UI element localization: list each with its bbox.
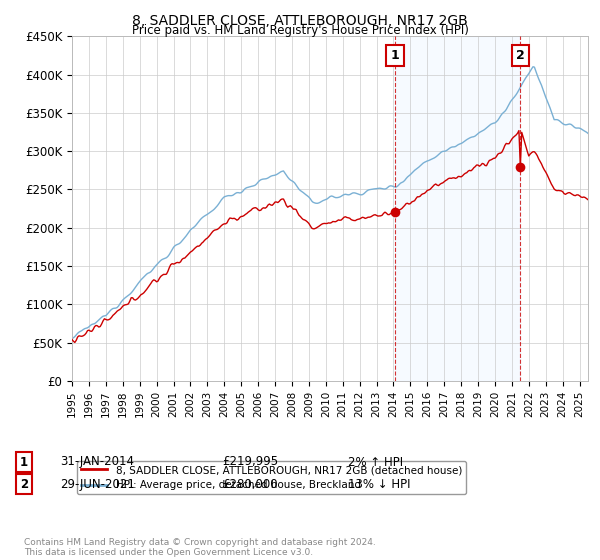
Text: 2: 2 [20,478,28,491]
Text: 8, SADDLER CLOSE, ATTLEBOROUGH, NR17 2GB: 8, SADDLER CLOSE, ATTLEBOROUGH, NR17 2GB [132,14,468,28]
Text: 2% ↑ HPI: 2% ↑ HPI [348,455,403,469]
Text: £280,000: £280,000 [222,478,278,491]
Text: Price paid vs. HM Land Registry's House Price Index (HPI): Price paid vs. HM Land Registry's House … [131,24,469,37]
Bar [395,36,520,381]
Text: 1: 1 [391,49,399,62]
Legend: 8, SADDLER CLOSE, ATTLEBOROUGH, NR17 2GB (detached house), HPI: Average price, d: 8, SADDLER CLOSE, ATTLEBOROUGH, NR17 2GB… [77,461,466,494]
Text: £219,995: £219,995 [222,455,278,469]
Text: 13% ↓ HPI: 13% ↓ HPI [348,478,410,491]
Text: 29-JUN-2021: 29-JUN-2021 [60,478,135,491]
Text: 31-JAN-2014: 31-JAN-2014 [60,455,134,469]
Text: 1: 1 [20,455,28,469]
Text: Contains HM Land Registry data © Crown copyright and database right 2024.
This d: Contains HM Land Registry data © Crown c… [24,538,376,557]
Text: 2: 2 [516,49,525,62]
